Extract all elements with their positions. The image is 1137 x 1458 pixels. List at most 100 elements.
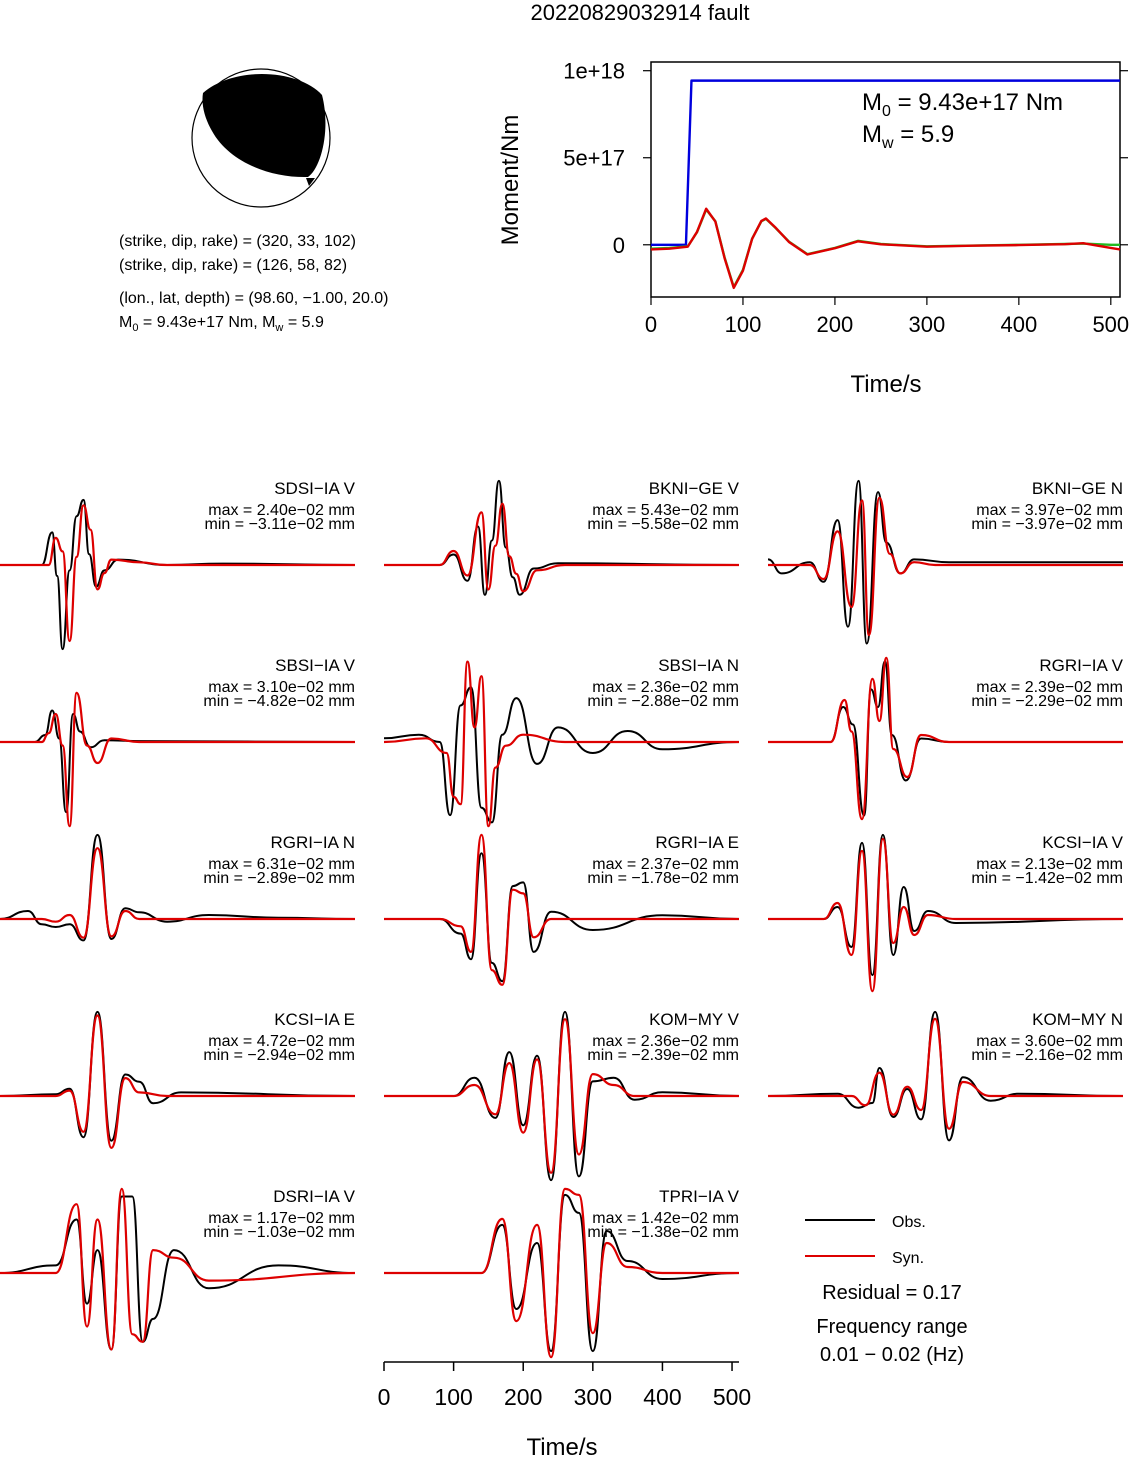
- min-amplitude-label: min = −1.03e−02 mm: [203, 1224, 355, 1241]
- moment-ytick-label: 0: [613, 233, 625, 258]
- frequency-range-title: Frequency range: [816, 1316, 967, 1338]
- synthetic-trace: [767, 656, 1123, 821]
- max-amplitude-label: max = 3.97e−02 mm: [976, 502, 1123, 519]
- observed-trace: [383, 686, 740, 824]
- min-amplitude-label: min = −3.97e−02 mm: [971, 516, 1123, 533]
- time-axis-tick-label: 400: [643, 1384, 681, 1410]
- time-axis-tick-label: 300: [574, 1384, 612, 1410]
- mechanism-line-3: (lon., lat, depth) = (98.60, −1.00, 20.0…: [119, 290, 389, 307]
- max-amplitude-label: max = 1.42e−02 mm: [592, 1210, 739, 1227]
- time-axis: Time/s 0 100 200 300 400 500: [378, 1361, 751, 1458]
- max-amplitude-label: max = 2.40e−02 mm: [208, 502, 355, 519]
- mechanism-line-2: (strike, dip, rake) = (126, 58, 82): [119, 257, 347, 274]
- observed-trace: [383, 479, 740, 596]
- moment-xtick-label: 0: [645, 312, 657, 337]
- station-label: RGRI−IA V: [1039, 656, 1123, 675]
- observed-trace: [0, 1010, 356, 1142]
- cumulative-moment-line: [651, 79, 1120, 246]
- time-axis-tick-label: 200: [504, 1384, 542, 1410]
- max-amplitude-label: max = 2.13e−02 mm: [976, 856, 1123, 873]
- min-amplitude-label: min = −2.89e−02 mm: [203, 870, 355, 887]
- max-amplitude-label: max = 2.37e−02 mm: [592, 856, 739, 873]
- mechanism-info: (strike, dip, rake) = (320, 33, 102) (st…: [119, 233, 389, 334]
- min-amplitude-label: min = −3.11e−02 mm: [205, 516, 355, 533]
- station-label: SBSI−IA V: [275, 656, 356, 675]
- min-amplitude-label: min = −5.58e−02 mm: [587, 516, 739, 533]
- legend-obs-label: Obs.: [892, 1214, 926, 1231]
- max-amplitude-label: max = 2.36e−02 mm: [592, 679, 739, 696]
- max-amplitude-label: max = 3.60e−02 mm: [976, 1033, 1123, 1050]
- max-amplitude-label: max = 2.36e−02 mm: [592, 1033, 739, 1050]
- station-label: KOM−MY V: [649, 1010, 740, 1029]
- station-label: SDSI−IA V: [274, 479, 355, 498]
- figure-title: 20220829032914 fault: [531, 0, 750, 25]
- station-label: KCSI−IA E: [274, 1010, 355, 1029]
- moment-xtick-label: 100: [725, 312, 762, 337]
- synthetic-trace: [0, 1014, 355, 1150]
- time-axis-tick-label: 500: [713, 1384, 751, 1410]
- moment-xtick-label: 500: [1092, 312, 1129, 337]
- mechanism-line-1: (strike, dip, rake) = (320, 33, 102): [119, 233, 356, 250]
- station-label: TPRI−IA V: [659, 1187, 739, 1206]
- station-label: BKNI−GE V: [649, 479, 740, 498]
- max-amplitude-label: max = 3.10e−02 mm: [208, 679, 355, 696]
- station-label: RGRI−IA E: [655, 833, 739, 852]
- synthetic-trace: [0, 691, 355, 828]
- moment-ytick-label: 1e+18: [563, 59, 625, 84]
- min-amplitude-label: min = −2.16e−02 mm: [971, 1047, 1123, 1064]
- mw-annotation: Mw = 5.9: [862, 121, 954, 152]
- synthetic-trace: [0, 504, 355, 643]
- synthetic-trace: [767, 1017, 1123, 1130]
- frequency-range-value: 0.01 − 0.02 (Hz): [820, 1344, 964, 1366]
- synthetic-trace: [383, 833, 739, 986]
- min-amplitude-label: min = −4.82e−02 mm: [203, 693, 355, 710]
- max-amplitude-label: max = 2.39e−02 mm: [976, 679, 1123, 696]
- moment-ytick-label: 5e+17: [563, 146, 625, 171]
- time-axis-tick-label: 0: [378, 1384, 391, 1410]
- max-amplitude-label: max = 4.72e−02 mm: [208, 1033, 355, 1050]
- time-axis-tick-label: 100: [434, 1384, 472, 1410]
- time-axis-label: Time/s: [526, 1434, 597, 1458]
- moment-xtick-label: 400: [1000, 312, 1037, 337]
- legend-syn-label: Syn.: [892, 1250, 924, 1267]
- synthetic-trace: [384, 1187, 739, 1359]
- residual-label: Residual = 0.17: [822, 1282, 962, 1304]
- station-label: KOM−MY N: [1032, 1010, 1123, 1029]
- min-amplitude-label: min = −2.39e−02 mm: [587, 1047, 739, 1064]
- moment-rate-plot: 0 100 200 300 400 500 0 5e+17 1e+18 M0 = 9.43e+1…: [497, 59, 1129, 398]
- synthetic-trace: [383, 502, 739, 593]
- synthetic-trace: [383, 1018, 739, 1174]
- synthetic-trace: [767, 496, 1123, 637]
- mechanism-line-4: M0 = 9.43e+17 Nm, Mw = 5.9: [119, 314, 324, 334]
- min-amplitude-label: min = −1.42e−02 mm: [971, 870, 1123, 887]
- moment-xtick-label: 200: [817, 312, 854, 337]
- station-label: DSRI−IA V: [273, 1187, 355, 1206]
- station-label: BKNI−GE N: [1032, 479, 1123, 498]
- synthetic-trace: [0, 1187, 356, 1351]
- max-amplitude-label: max = 1.17e−02 mm: [208, 1210, 355, 1227]
- moment-rate-line: [650, 207, 1121, 290]
- beachball-icon: [191, 68, 331, 208]
- min-amplitude-label: min = −2.94e−02 mm: [203, 1047, 355, 1064]
- observed-trace: [767, 1010, 1124, 1142]
- moment-xlabel: Time/s: [850, 371, 921, 398]
- legend: Obs. Syn. Residual = 0.17 Frequency rang…: [805, 1214, 968, 1366]
- station-label: RGRI−IA N: [270, 833, 355, 852]
- min-amplitude-label: min = −1.38e−02 mm: [587, 1224, 739, 1241]
- synthetic-trace: [0, 847, 355, 939]
- moment-xtick-label: 300: [909, 312, 946, 337]
- min-amplitude-label: min = −2.88e−02 mm: [587, 693, 739, 710]
- observed-trace: [767, 660, 1123, 817]
- synthetic-trace: [767, 837, 1123, 993]
